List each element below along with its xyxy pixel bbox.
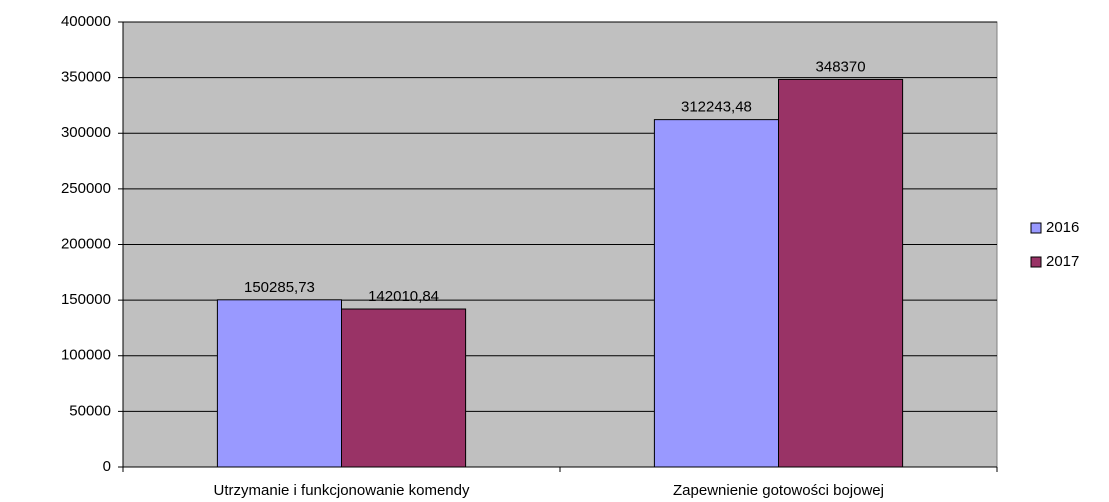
value-label: 312243,48 — [681, 99, 752, 116]
y-tick-label: 250000 — [61, 180, 111, 197]
legend-swatch — [1030, 256, 1042, 268]
y-tick-label: 400000 — [61, 13, 111, 30]
x-tick-label: Zapewnienie gotowości bojowej — [673, 482, 884, 499]
legend-label: 2016 — [1046, 219, 1079, 236]
value-label: 150285,73 — [244, 279, 315, 296]
bar — [778, 78, 904, 468]
y-tick-label: 0 — [103, 458, 111, 475]
y-tick-label: 150000 — [61, 291, 111, 308]
bar — [341, 308, 467, 468]
bar — [216, 299, 342, 468]
value-label: 348370 — [816, 58, 866, 75]
y-tick-label: 300000 — [61, 124, 111, 141]
value-label: 142010,84 — [368, 288, 439, 305]
y-tick-label: 350000 — [61, 69, 111, 86]
legend-swatch — [1030, 222, 1042, 234]
y-tick-label: 100000 — [61, 347, 111, 364]
y-tick-label: 200000 — [61, 235, 111, 252]
bar — [653, 119, 780, 468]
y-tick-label: 50000 — [69, 402, 111, 419]
x-tick-label: Utrzymanie i funkcjonowanie komendy — [214, 482, 470, 499]
legend-label: 2017 — [1046, 253, 1079, 270]
